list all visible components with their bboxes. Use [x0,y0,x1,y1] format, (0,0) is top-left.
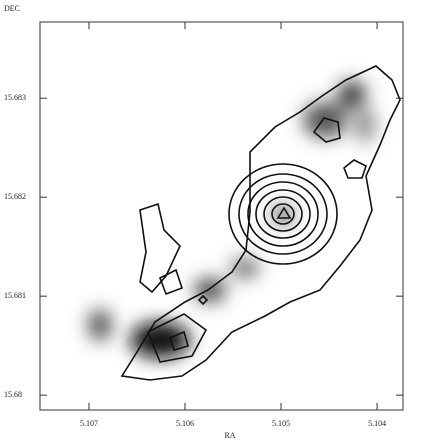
x-tick-label: 5.104 [368,419,386,428]
x-tick-label: 5.105 [272,419,290,428]
contour [160,270,182,294]
chart: DEC RA 5.107 5.106 5.105 5.104 15.683 15.682 1… [0,0,426,441]
plot-frame [40,22,403,410]
contour [344,160,366,178]
y-tick-label: 15.682 [4,192,26,201]
y-tick-label: 15.683 [4,93,26,102]
x-tick-label: 5.107 [80,419,98,428]
x-axis-label: RA [224,431,235,440]
grayscale-image [88,81,375,358]
y-axis-label: DEC [4,4,20,13]
x-tick-label: 5.106 [176,419,194,428]
y-tick-label: 15.681 [4,291,26,300]
y-tick-label: 15.68 [4,390,22,399]
